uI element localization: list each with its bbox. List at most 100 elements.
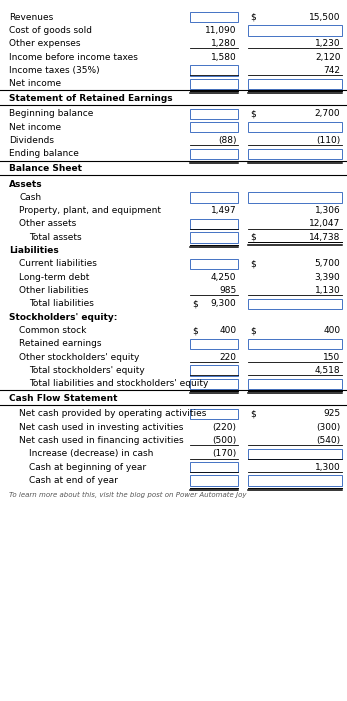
Bar — [190, 192, 238, 203]
Text: (88): (88) — [218, 136, 236, 145]
Text: 150: 150 — [323, 353, 340, 362]
Text: $: $ — [250, 326, 256, 335]
Text: 1,497: 1,497 — [211, 206, 236, 215]
Bar — [190, 65, 238, 76]
Text: $: $ — [250, 409, 256, 418]
Text: $: $ — [250, 233, 256, 242]
Text: 12,047: 12,047 — [309, 219, 340, 229]
Bar — [190, 232, 238, 243]
Text: Net cash used in investing activities: Net cash used in investing activities — [19, 423, 184, 432]
Text: 15,500: 15,500 — [309, 13, 340, 22]
Text: (540): (540) — [316, 436, 340, 445]
Text: (500): (500) — [212, 436, 236, 445]
Text: 1,230: 1,230 — [315, 39, 340, 48]
Bar — [248, 379, 342, 389]
Text: 1,306: 1,306 — [315, 206, 340, 215]
Text: $: $ — [250, 259, 256, 268]
Bar — [248, 475, 342, 486]
Text: Cash: Cash — [19, 193, 41, 202]
Text: Cash at beginning of year: Cash at beginning of year — [29, 463, 147, 472]
Text: Net cash provided by operating activities: Net cash provided by operating activitie… — [19, 409, 206, 418]
Text: Increase (decrease) in cash: Increase (decrease) in cash — [29, 449, 154, 458]
Text: 3,390: 3,390 — [315, 273, 340, 282]
Text: To learn more about this, visit the blog post on Power Automate Joy: To learn more about this, visit the blog… — [9, 491, 246, 498]
Text: Other stockholders' equity: Other stockholders' equity — [19, 353, 139, 362]
Text: Stockholders' equity:: Stockholders' equity: — [9, 313, 117, 322]
Bar — [190, 122, 238, 132]
Text: 220: 220 — [219, 353, 236, 362]
Text: Net cash used in financing activities: Net cash used in financing activities — [19, 436, 184, 445]
Bar — [190, 219, 238, 229]
Text: Income taxes (35%): Income taxes (35%) — [9, 66, 99, 75]
Text: 985: 985 — [219, 286, 236, 295]
Text: (170): (170) — [212, 449, 236, 458]
Text: 1,280: 1,280 — [211, 39, 236, 48]
Text: Property, plant, and equipment: Property, plant, and equipment — [19, 206, 161, 215]
Bar — [190, 339, 238, 349]
Text: $: $ — [192, 326, 198, 335]
Text: 2,120: 2,120 — [315, 53, 340, 62]
Bar — [190, 12, 238, 22]
Text: Total stockholders' equity: Total stockholders' equity — [29, 366, 145, 375]
Bar — [190, 79, 238, 89]
Text: 4,518: 4,518 — [315, 366, 340, 375]
Bar — [190, 259, 238, 269]
Bar — [190, 462, 238, 472]
Text: Cash at end of year: Cash at end of year — [29, 476, 118, 485]
Bar — [248, 339, 342, 349]
Text: 400: 400 — [323, 326, 340, 335]
Text: 4,250: 4,250 — [211, 273, 236, 282]
Bar — [190, 365, 238, 376]
Text: Current liabilities: Current liabilities — [19, 259, 97, 268]
Text: Common stock: Common stock — [19, 326, 86, 335]
Text: $: $ — [192, 299, 198, 308]
Text: Other expenses: Other expenses — [9, 39, 80, 48]
Bar — [248, 449, 342, 459]
Bar — [248, 149, 342, 159]
Text: Cash Flow Statement: Cash Flow Statement — [9, 394, 117, 402]
Text: $: $ — [250, 13, 256, 22]
Bar — [190, 109, 238, 119]
Text: Long-term debt: Long-term debt — [19, 273, 90, 282]
Text: Total liabilities: Total liabilities — [29, 299, 94, 308]
Bar — [248, 25, 342, 36]
Text: Ending balance: Ending balance — [9, 149, 78, 158]
Bar — [190, 409, 238, 419]
Text: Net income: Net income — [9, 123, 61, 132]
Text: 2,700: 2,700 — [315, 109, 340, 118]
Bar — [248, 299, 342, 309]
Text: 1,580: 1,580 — [211, 53, 236, 62]
Text: 400: 400 — [219, 326, 236, 335]
Text: Total assets: Total assets — [29, 233, 82, 242]
Text: Dividends: Dividends — [9, 136, 54, 145]
Text: Income before income taxes: Income before income taxes — [9, 53, 137, 62]
Text: 9,300: 9,300 — [211, 299, 236, 308]
Text: Retained earnings: Retained earnings — [19, 339, 102, 348]
Text: 1,300: 1,300 — [315, 463, 340, 472]
Text: $: $ — [250, 109, 256, 118]
Bar — [190, 379, 238, 389]
Text: 14,738: 14,738 — [309, 233, 340, 242]
Text: Statement of Retained Earnings: Statement of Retained Earnings — [9, 94, 172, 102]
Text: Balance Sheet: Balance Sheet — [9, 164, 82, 172]
Text: Net income: Net income — [9, 79, 61, 88]
Text: Liabilities: Liabilities — [9, 246, 58, 255]
Text: Other assets: Other assets — [19, 219, 76, 229]
Text: Revenues: Revenues — [9, 13, 53, 22]
Text: (300): (300) — [316, 423, 340, 432]
Text: Other liabilities: Other liabilities — [19, 286, 88, 295]
Text: 1,130: 1,130 — [315, 286, 340, 295]
Text: Beginning balance: Beginning balance — [9, 109, 93, 118]
Bar — [190, 149, 238, 159]
Bar — [248, 79, 342, 89]
Bar — [190, 475, 238, 486]
Text: Cost of goods sold: Cost of goods sold — [9, 26, 92, 35]
Text: 742: 742 — [323, 66, 340, 75]
Bar — [248, 122, 342, 132]
Text: Total liabilities and stockholders' equity: Total liabilities and stockholders' equi… — [29, 379, 209, 388]
Text: Assets: Assets — [9, 179, 42, 189]
Text: 11,090: 11,090 — [205, 26, 236, 35]
Text: 925: 925 — [323, 409, 340, 418]
Bar — [248, 192, 342, 203]
Text: (110): (110) — [316, 136, 340, 145]
